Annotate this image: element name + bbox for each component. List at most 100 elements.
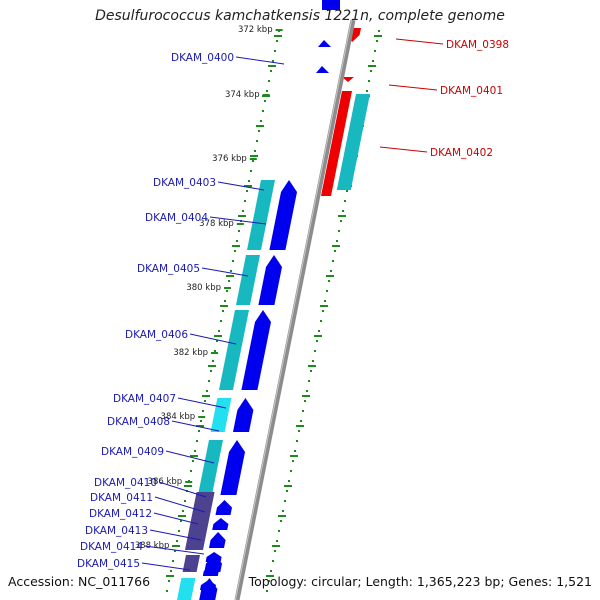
tick-dot (176, 540, 178, 542)
leader-line (165, 450, 215, 464)
tick-dot (256, 140, 258, 142)
gene-dkam-0409 (220, 440, 245, 495)
tick-dot (174, 550, 176, 552)
leader-line (217, 181, 265, 191)
gene-label: DKAM_0414 (80, 541, 143, 553)
tick-dot (270, 70, 272, 72)
tick-dot (196, 440, 198, 442)
gene-small-4 (202, 566, 219, 576)
gene-label: DKAM_0400 (171, 52, 234, 64)
gene-label: DKAM_0405 (137, 263, 200, 275)
tick-dot (314, 350, 316, 352)
tick-dot (276, 540, 278, 542)
scale-tick (211, 352, 218, 354)
leader-line (153, 512, 199, 525)
gene-track (177, 0, 370, 600)
tick-dot (236, 240, 238, 242)
tick-dot (344, 200, 346, 202)
gene-dkam-0405 (258, 255, 282, 305)
scale-tick (224, 287, 231, 289)
tick-major (296, 425, 304, 427)
tick-dot (282, 510, 284, 512)
accession-label: Accession: NC_011766 (8, 574, 151, 589)
tick-dot (264, 100, 266, 102)
gene-label: DKAM_0410 (94, 477, 157, 489)
tick-dot (278, 530, 280, 532)
tick-major (196, 425, 204, 427)
tick-dot (172, 560, 174, 562)
scale-label: 378 kbp (199, 219, 234, 229)
gene-dkam-0407 (233, 398, 254, 432)
tick-dot (202, 410, 204, 412)
gene-label: DKAM_0412 (89, 508, 152, 520)
tick-dot (260, 120, 262, 122)
tick-dot (178, 530, 180, 532)
tick-dot (210, 370, 212, 372)
scale-label: 382 kbp (173, 348, 208, 358)
tick-dot (230, 270, 232, 272)
tick-dot (270, 570, 272, 572)
gene-dkam-0403-band (247, 180, 275, 250)
leader-line (235, 56, 285, 65)
gene-dkam-0401 (342, 77, 354, 82)
leader-line-right (395, 38, 444, 45)
gene-label: DKAM_0408 (107, 416, 170, 428)
gene-dkam-0405-band (236, 255, 260, 305)
gene-label-right: DKAM_0401 (440, 85, 503, 97)
leader-line (209, 216, 267, 225)
tick-major (244, 185, 252, 187)
tick-major (308, 365, 316, 367)
tick-major (226, 275, 234, 277)
gene-dkam-0403 (269, 180, 297, 250)
tick-dot (272, 60, 274, 62)
gene-dkam-0400-mark (318, 40, 331, 47)
tick-dot (336, 240, 338, 242)
tick-dot (290, 470, 292, 472)
tick-dot (276, 40, 278, 42)
tick-dot (252, 160, 254, 162)
scale-label: 372 kbp (238, 25, 273, 35)
gene-label: DKAM_0407 (113, 393, 176, 405)
tick-dot (272, 560, 274, 562)
scale-tick (262, 94, 270, 96)
leader-line (158, 481, 207, 498)
tick-dot (214, 350, 216, 352)
tick-dot (376, 40, 378, 42)
tick-major (178, 515, 186, 517)
gene-small-2 (209, 532, 226, 548)
gene-label: DKAM_0404 (145, 212, 208, 224)
tick-dot (328, 280, 330, 282)
tick-major (314, 335, 322, 337)
tick-major (250, 155, 258, 157)
tick-dot (216, 340, 218, 342)
tick-dot (318, 330, 320, 332)
tick-dot (280, 520, 282, 522)
tick-dot (330, 270, 332, 272)
tick-dot (346, 190, 348, 192)
tick-dot (284, 500, 286, 502)
page-title: Desulfurococcus kamchatkensis 1221n, com… (95, 8, 505, 24)
gene-dkam-0402 (321, 91, 352, 196)
tick-dot (168, 580, 170, 582)
gene-dkam-0414-band (182, 555, 200, 572)
tick-major (326, 275, 334, 277)
tick-dot (170, 570, 172, 572)
tick-dot (310, 370, 312, 372)
tick-dot (334, 250, 336, 252)
label-layer: 372 kbp 374 kbp 376 kbp 378 kbp 380 kbp 382 k… (77, 25, 509, 571)
tick-major (302, 395, 310, 397)
tick-major (266, 575, 274, 577)
tick-dot (200, 420, 202, 422)
gene-dkam-0406-band (219, 310, 249, 390)
tick-dot (254, 150, 256, 152)
tick-dot (302, 410, 304, 412)
tick-dot (242, 210, 244, 212)
backbone-line (234, 19, 356, 600)
scale-label: 374 kbp (225, 90, 260, 100)
tick-major (272, 545, 280, 547)
tick-major (278, 515, 286, 517)
tick-dot (374, 50, 376, 52)
tick-dot (298, 430, 300, 432)
tick-dot (288, 480, 290, 482)
scale-tick (249, 158, 257, 160)
